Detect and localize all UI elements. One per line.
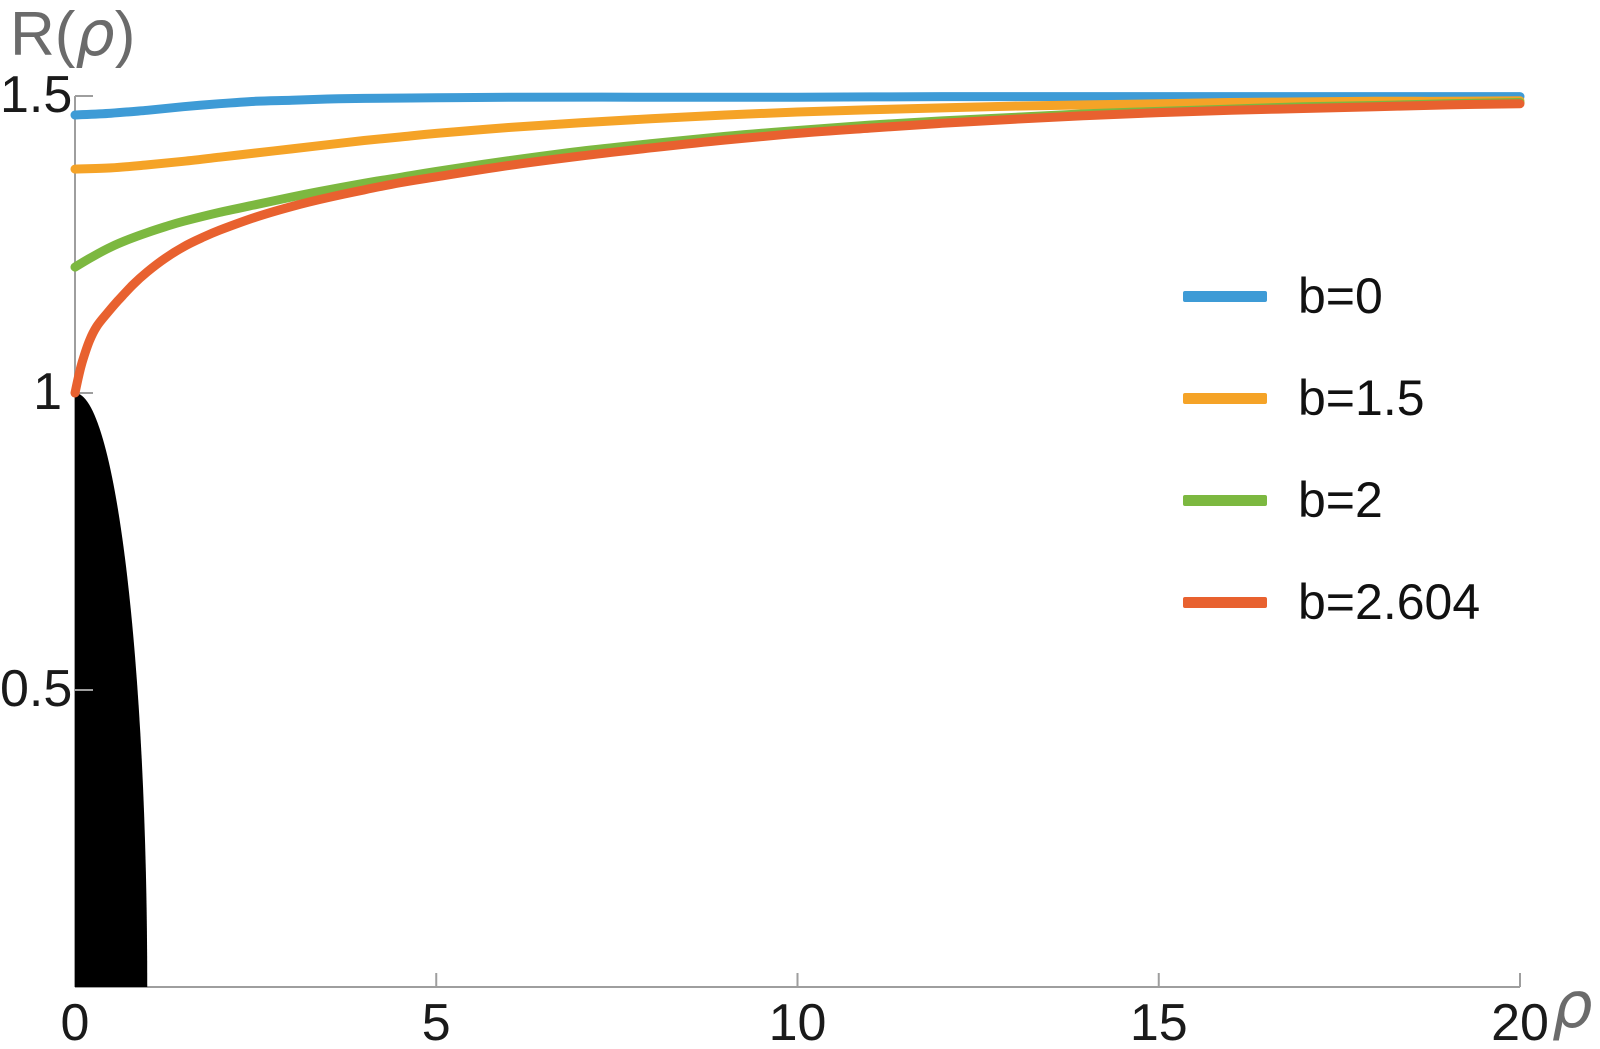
x-axis-label-rho: ρ (1552, 969, 1593, 1043)
legend-label: b=2.604 (1298, 574, 1481, 630)
legend-item-b2-604: b=2.604 (1183, 572, 1480, 632)
plot-title: R(ρ) (10, 0, 135, 69)
legend: b=0 b=1.5 b=2 b=2.604 (1183, 266, 1480, 674)
x-tick-label-0: 0 (60, 994, 90, 1049)
plot-title-rho: ρ (75, 0, 115, 70)
curve-b=2.604 (70, 99, 1525, 398)
y-tick-label-0-5: 0.5 (0, 660, 73, 718)
legend-item-b0: b=0 (1183, 266, 1480, 326)
legend-swatch-red (1183, 596, 1267, 608)
black-region (75, 393, 148, 987)
y-tick-label-1-5: 1.5 (0, 66, 73, 124)
x-tick-label-5: 5 (421, 994, 451, 1049)
legend-item-b2: b=2 (1183, 470, 1480, 530)
curve-b=1.5 (70, 96, 1525, 174)
x-tick-label-20: 20 (1491, 994, 1549, 1049)
curve-b=2 (70, 98, 1525, 272)
curve-b=0 (70, 92, 1525, 120)
plot-title-prefix: R( (10, 0, 76, 69)
y-tick-label-1: 1 (33, 363, 62, 421)
legend-swatch-orange (1183, 392, 1267, 404)
plot-title-suffix: ) (114, 0, 136, 69)
x-tick-label-10: 10 (768, 994, 827, 1049)
x-tick-label-15: 15 (1129, 994, 1188, 1049)
legend-label: b=2 (1298, 472, 1383, 528)
legend-label: b=0 (1298, 268, 1383, 324)
legend-item-b1-5: b=1.5 (1183, 368, 1480, 428)
legend-swatch-green (1183, 494, 1267, 506)
legend-swatch-blue (1183, 290, 1267, 302)
legend-label: b=1.5 (1298, 370, 1425, 426)
